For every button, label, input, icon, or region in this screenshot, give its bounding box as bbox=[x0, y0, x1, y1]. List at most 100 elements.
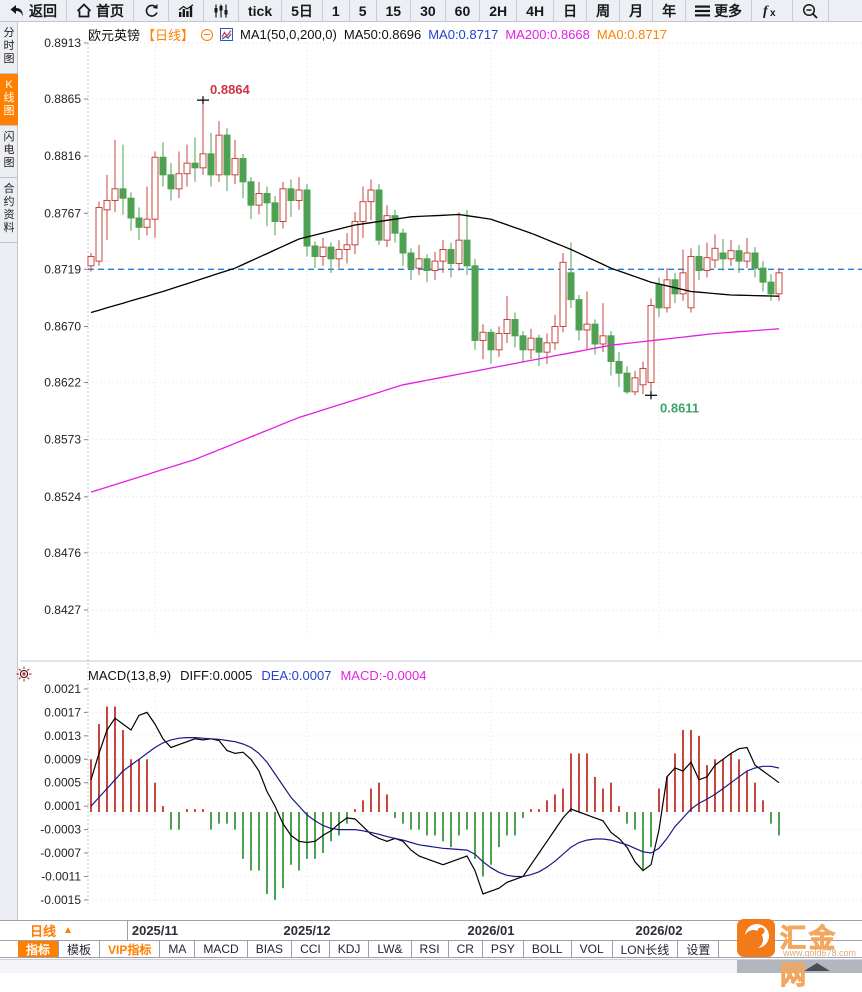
toolbar-interval-tick-label: tick bbox=[248, 2, 273, 19]
candle bbox=[263, 192, 271, 204]
toolbar-interval-year-label: 年 bbox=[662, 2, 677, 19]
toolbar-interval-5d-label: 5日 bbox=[291, 2, 313, 19]
toolbar-trend-chart-icon-button[interactable] bbox=[169, 0, 204, 21]
y-axis-label: 0.8913 bbox=[44, 36, 81, 50]
candle bbox=[711, 247, 719, 261]
toolbar-more-button[interactable]: 更多 bbox=[686, 0, 753, 21]
sidebar-tab-flash[interactable]: 闪电图 bbox=[0, 126, 18, 178]
bottom-tab-rsi[interactable]: RSI bbox=[412, 941, 449, 957]
bottom-tab-cci[interactable]: CCI bbox=[292, 941, 330, 957]
macd-axis-label: 0.0001 bbox=[44, 799, 81, 813]
site-watermark: 汇金网 www.gold678.com bbox=[735, 917, 862, 991]
period-selector[interactable]: 日线 ▲ bbox=[18, 921, 128, 940]
sidebar-tab-time-share[interactable]: 分时图 bbox=[0, 22, 18, 74]
candle bbox=[143, 218, 151, 228]
candle bbox=[647, 304, 655, 383]
toolbar-interval-1-label: 1 bbox=[331, 2, 340, 19]
high-price-label: 0.8864 bbox=[210, 82, 251, 97]
indicator-mini-chart-icon[interactable] bbox=[220, 28, 234, 41]
toolbar-interval-month-button[interactable]: 月 bbox=[620, 0, 654, 21]
toolbar-interval-1-button[interactable]: 1 bbox=[323, 0, 350, 21]
sidebar-tab-kline[interactable]: K线图 bbox=[0, 74, 18, 126]
scrollbar-thumb[interactable] bbox=[737, 960, 862, 973]
candle bbox=[255, 192, 263, 206]
toolbar-interval-15-label: 15 bbox=[385, 2, 402, 19]
toolbar-interval-5-button[interactable]: 5 bbox=[350, 0, 377, 21]
bottom-tab-boll[interactable]: BOLL bbox=[524, 941, 572, 957]
candle bbox=[135, 217, 143, 228]
toolbar-refresh-icon-button[interactable] bbox=[134, 0, 169, 21]
home-icon bbox=[76, 3, 92, 18]
y-axis-label: 0.8767 bbox=[44, 206, 81, 220]
bottom-tab-vip-indicator[interactable]: VIP指标 bbox=[100, 941, 161, 957]
macd-axis-label: -0.0003 bbox=[40, 823, 81, 837]
macd-dea-value: DEA:0.0007 bbox=[261, 668, 332, 683]
candle bbox=[343, 244, 351, 250]
candle bbox=[159, 156, 167, 176]
candle bbox=[335, 248, 343, 260]
toolbar-candle-chart-icon-button[interactable] bbox=[204, 0, 239, 21]
candle bbox=[695, 255, 703, 271]
y-axis-label: 0.8816 bbox=[44, 149, 81, 163]
candle bbox=[287, 188, 295, 201]
macd-axis-label: 0.0009 bbox=[44, 752, 81, 766]
toolbar-interval-day-label: 日 bbox=[563, 2, 578, 19]
toolbar-interval-week-button[interactable]: 周 bbox=[587, 0, 621, 21]
collapse-panel-icon[interactable] bbox=[201, 28, 214, 41]
y-axis-label: 0.8524 bbox=[44, 490, 81, 504]
toolbar-interval-4h-button[interactable]: 4H bbox=[517, 0, 555, 21]
macd-title: MACD(13,8,9) bbox=[88, 668, 172, 683]
toolbar-interval-15-button[interactable]: 15 bbox=[377, 0, 412, 21]
toolbar-interval-5d-button[interactable]: 5日 bbox=[282, 0, 323, 21]
bottom-tab-psy[interactable]: PSY bbox=[483, 941, 524, 957]
candle bbox=[679, 272, 687, 295]
bottom-tab-label: BIAS bbox=[255, 942, 284, 956]
candle bbox=[743, 252, 751, 262]
toolbar-interval-2h-button[interactable]: 2H bbox=[480, 0, 518, 21]
toolbar-back-button[interactable]: 返回 bbox=[0, 0, 67, 21]
candle bbox=[407, 252, 415, 269]
toolbar-interval-day-button[interactable]: 日 bbox=[554, 0, 588, 21]
candle bbox=[199, 153, 207, 169]
candle bbox=[319, 246, 327, 257]
bottom-tab-template[interactable]: 模板 bbox=[59, 941, 101, 957]
indicator-settings-sun-icon[interactable] bbox=[16, 666, 32, 682]
sidebar-tab-contract-info[interactable]: 合约资料 bbox=[0, 178, 18, 243]
bottom-tab-indicator[interactable]: 指标 bbox=[18, 941, 60, 957]
bottom-tab-bias[interactable]: BIAS bbox=[248, 941, 293, 957]
period-selector-label: 日线 bbox=[30, 924, 57, 939]
toolbar-zoom-out-icon-button[interactable] bbox=[793, 0, 830, 21]
macd-panel-header: MACD(13,8,9) DIFF:0.0005 DEA:0.0007 MACD… bbox=[88, 668, 426, 683]
candle bbox=[175, 173, 183, 190]
bottom-tab-label: 设置 bbox=[686, 942, 711, 957]
bottom-tab-macd[interactable]: MACD bbox=[195, 941, 248, 957]
toolbar-interval-30-button[interactable]: 30 bbox=[411, 0, 446, 21]
bottom-tab-settings[interactable]: 设置 bbox=[678, 941, 720, 957]
candle bbox=[479, 331, 487, 341]
candle bbox=[391, 215, 399, 234]
toolbar-interval-60-button[interactable]: 60 bbox=[446, 0, 481, 21]
bottom-tab-cr[interactable]: CR bbox=[449, 941, 483, 957]
svg-text:f: f bbox=[763, 4, 769, 18]
bar-chart-icon bbox=[178, 3, 194, 18]
candle bbox=[471, 265, 479, 341]
chart-type-sidebar: 分时图 K线图 闪电图 合约资料 bbox=[0, 22, 18, 940]
bottom-tab-label: RSI bbox=[419, 942, 440, 956]
scrollbar-up-arrow-icon[interactable] bbox=[804, 963, 830, 971]
horizontal-scrollbar[interactable] bbox=[0, 959, 862, 973]
toolbar-interval-year-button[interactable]: 年 bbox=[653, 0, 687, 21]
toolbar-home-button[interactable]: 首页 bbox=[67, 0, 134, 21]
y-axis-label: 0.8573 bbox=[44, 433, 81, 447]
macd-diff-line bbox=[90, 711, 780, 895]
bottom-tab-lw[interactable]: LW& bbox=[369, 941, 412, 957]
bottom-tab-lon[interactable]: LON长线 bbox=[613, 941, 679, 957]
toolbar-interval-tick-button[interactable]: tick bbox=[239, 0, 283, 21]
toolbar-more-label: 更多 bbox=[714, 2, 743, 19]
bottom-tab-vol[interactable]: VOL bbox=[572, 941, 613, 957]
y-axis-label: 0.8427 bbox=[44, 603, 81, 617]
bottom-tab-label: VOL bbox=[579, 942, 604, 956]
bottom-tab-kdj[interactable]: KDJ bbox=[330, 941, 370, 957]
bottom-tab-ma[interactable]: MA bbox=[160, 941, 196, 957]
candle bbox=[655, 283, 663, 309]
